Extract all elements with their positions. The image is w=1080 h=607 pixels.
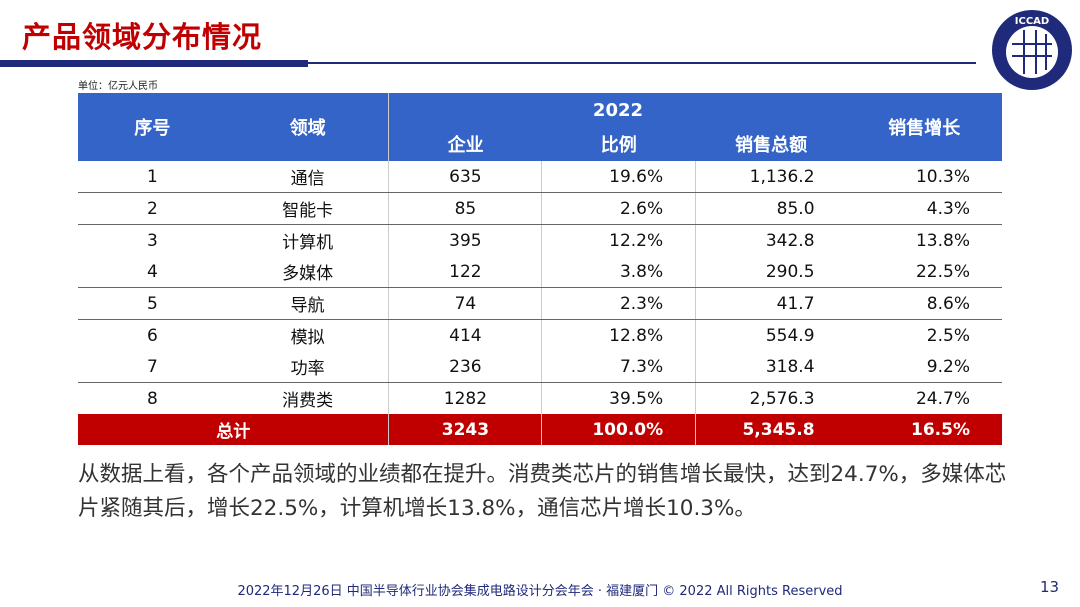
cell-sales: 318.4 xyxy=(695,351,847,383)
total-sales: 5,345.8 xyxy=(695,414,847,445)
cell-companies: 85 xyxy=(388,192,542,225)
total-label: 总计 xyxy=(78,414,389,445)
product-field-table: 序号 领域 2022 销售增长 企业 比例 销售总额 1 通信 635 19.6% 1,… xyxy=(78,93,1002,445)
header-ratio: 比例 xyxy=(541,127,696,161)
cell-field: 通信 xyxy=(226,161,389,193)
cell-no: 7 xyxy=(78,351,227,383)
header-growth: 销售增长 xyxy=(846,93,1002,161)
cell-growth: 13.8% xyxy=(915,230,970,251)
cell-no: 4 xyxy=(78,256,227,288)
summary-paragraph: 从数据上看，各个产品领域的业绩都在提升。消费类芯片的销售增长最快，达到24.7%… xyxy=(78,462,1007,521)
page-number: 13 xyxy=(1040,578,1060,596)
cell-ratio: 2.6% xyxy=(541,192,696,225)
cell-ratio: 19.6% xyxy=(541,161,696,193)
cell-no: 2 xyxy=(78,192,227,225)
header-field: 领域 xyxy=(226,93,389,161)
cell-field: 导航 xyxy=(226,287,389,320)
table-row: 7 功率 236 7.3% 318.4 9.2% xyxy=(78,351,1002,383)
title-rule-thin xyxy=(308,62,976,64)
cell-field: 消费类 xyxy=(282,391,334,411)
table-row: 3 计算机 395 12.2% 342.8 13.8% xyxy=(78,224,1002,256)
cell-no: 3 xyxy=(147,230,158,251)
cell-sales: 85.0 xyxy=(695,192,847,225)
table-row: 4 多媒体 122 3.8% 290.5 22.5% xyxy=(78,256,1002,288)
cell-sales: 554.9 xyxy=(695,319,847,351)
header-sales: 销售总额 xyxy=(695,127,847,161)
cell-companies: 74 xyxy=(388,287,542,320)
table-row: 2 智能卡 85 2.6% 85.0 4.3% xyxy=(78,192,1002,225)
cell-growth: 10.3% xyxy=(846,161,1002,193)
cell-growth: 9.2% xyxy=(846,351,1002,383)
cell-companies: 1282 xyxy=(388,382,542,414)
cell-sales: 1,136.2 xyxy=(695,161,847,193)
cell-companies: 236 xyxy=(388,351,542,383)
title-rule-thick xyxy=(0,60,308,67)
cell-field: 模拟 xyxy=(290,328,325,348)
total-companies: 3243 xyxy=(388,414,542,445)
svg-text:ICCAD: ICCAD xyxy=(1015,16,1049,27)
total-ratio: 100.0% xyxy=(541,414,696,445)
total-row: 总计 3243 100.0% 5,345.8 16.5% xyxy=(78,414,1002,445)
cell-field: 多媒体 xyxy=(226,256,389,288)
cell-ratio: 2.3% xyxy=(541,287,696,320)
cell-growth: 2.5% xyxy=(926,325,970,346)
cell-sales: 2,576.3 xyxy=(695,382,847,414)
cell-companies: 122 xyxy=(388,256,542,288)
cell-ratio: 12.2% xyxy=(541,224,696,256)
cell-growth: 22.5% xyxy=(846,256,1002,288)
unit-label: 单位：亿元人民币 xyxy=(78,81,158,92)
cell-growth: 24.7% xyxy=(915,388,970,409)
cell-ratio: 12.8% xyxy=(541,319,696,351)
table-row: 5 导航 74 2.3% 41.7 8.6% xyxy=(78,287,1002,320)
cell-ratio: 7.3% xyxy=(541,351,696,383)
cell-ratio: 39.5% xyxy=(541,382,696,414)
cell-ratio: 3.8% xyxy=(541,256,696,288)
cell-field: 功率 xyxy=(226,351,389,383)
iccad-logo: ICCAD xyxy=(992,10,1072,90)
header-year: 2022 xyxy=(388,93,847,127)
cell-companies: 395 xyxy=(388,224,542,256)
table-row: 6 模拟 414 12.8% 554.9 2.5% xyxy=(78,319,1002,351)
table-row: 1 通信 635 19.6% 1,136.2 10.3% xyxy=(78,161,1002,193)
cell-no: 1 xyxy=(78,161,227,193)
slide-title: 产品领域分布情况 xyxy=(22,20,263,54)
cell-sales: 41.7 xyxy=(695,287,847,320)
footer-text: 2022年12月26日 中国半导体行业协会集成电路设计分会年会 · 福建厦门 ©… xyxy=(237,584,843,599)
header-no: 序号 xyxy=(78,93,227,161)
cell-companies: 414 xyxy=(388,319,542,351)
cell-no: 8 xyxy=(147,388,158,409)
cell-companies: 635 xyxy=(388,161,542,193)
cell-sales: 290.5 xyxy=(695,256,847,288)
cell-field: 计算机 xyxy=(282,233,334,253)
cell-no: 5 xyxy=(78,287,227,320)
cell-growth: 4.3% xyxy=(846,192,1002,225)
total-growth: 16.5% xyxy=(846,414,1002,445)
cell-growth: 8.6% xyxy=(846,287,1002,320)
cell-field: 智能卡 xyxy=(226,192,389,225)
cell-sales: 342.8 xyxy=(695,224,847,256)
header-companies: 企业 xyxy=(388,127,542,161)
table-row: 8 消费类 1282 39.5% 2,576.3 24.7% xyxy=(78,382,1002,414)
cell-no: 6 xyxy=(147,325,158,346)
